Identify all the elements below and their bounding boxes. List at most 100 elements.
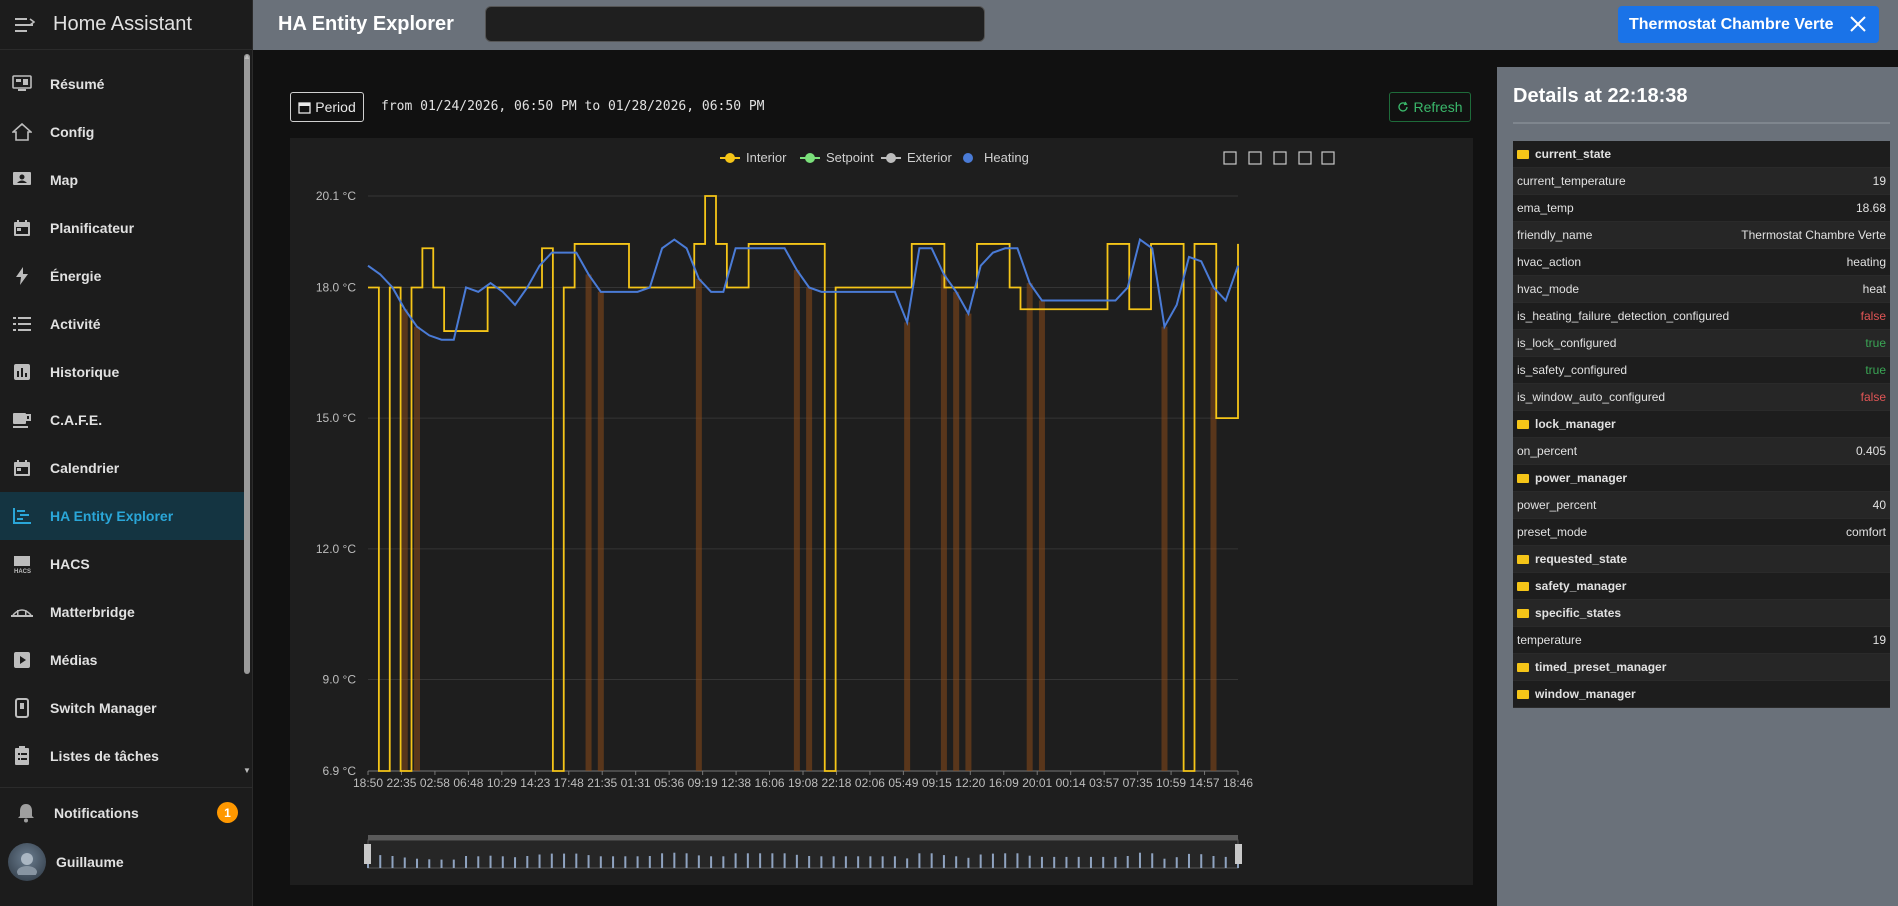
play-box-icon <box>10 648 34 672</box>
zoom-preview-bar <box>710 856 713 868</box>
sidebar-item-hacs[interactable]: HACS HACS <box>0 540 245 588</box>
data-view-icon[interactable] <box>1321 151 1335 165</box>
folder-row[interactable]: current_state <box>1513 141 1890 168</box>
zoom-preview-bar <box>1040 856 1043 868</box>
sidebar-item-map[interactable]: Map <box>0 156 245 204</box>
folder-row[interactable]: window_manager <box>1513 681 1890 708</box>
attribute-key: window_manager <box>1517 687 1636 701</box>
y-tick-label: 9.0 °C <box>323 673 357 687</box>
user-name: Guillaume <box>56 854 124 870</box>
y-tick-label: 20.1 °C <box>316 189 356 203</box>
zoom-preview-bar <box>734 853 737 868</box>
sidebar-item-user[interactable]: Guillaume <box>0 838 253 886</box>
attribute-value: false <box>1860 390 1886 404</box>
zoom-preview-bar <box>452 859 455 868</box>
sidebar-item-calendrier[interactable]: Calendrier <box>0 444 245 492</box>
folder-icon <box>1517 473 1529 483</box>
heating-bar <box>1026 283 1033 771</box>
list-icon <box>10 312 34 336</box>
legend-label: Setpoint <box>826 150 874 165</box>
top-bar: HA Entity Explorer Thermostat Chambre Ve… <box>253 0 1898 50</box>
sidebar-item-planificateur[interactable]: Planificateur <box>0 204 245 252</box>
refresh-button[interactable]: Refresh <box>1389 92 1471 122</box>
attribute-key: friendly_name <box>1517 228 1592 242</box>
zoom-icon[interactable] <box>1223 151 1237 165</box>
attribute-key: is_safety_configured <box>1517 363 1627 377</box>
sidebar-item-activit[interactable]: Activité <box>0 300 245 348</box>
history-chart[interactable]: 20.1 °C 18.0 °C 15.0 °C 12.0 °C 9.0 °C 6.9 °C… <box>290 138 1473 885</box>
attribute-key-text: timed_preset_manager <box>1535 660 1667 674</box>
sidebar-item-label: C.A.F.E. <box>50 412 103 428</box>
sidebar-item-nergie[interactable]: Énergie <box>0 252 245 300</box>
zoom-preview-bar <box>599 856 602 868</box>
sidebar-item-ha-entity-explorer[interactable]: HA Entity Explorer <box>0 492 245 540</box>
page-title: HA Entity Explorer <box>278 13 454 35</box>
restore-icon[interactable] <box>1273 151 1287 165</box>
attribute-row: is_window_auto_configured false <box>1513 384 1890 411</box>
sidebar-item-matterbridge[interactable]: Matterbridge <box>0 588 245 636</box>
attribute-key-text: is_lock_configured <box>1517 336 1617 350</box>
close-icon[interactable] <box>1847 13 1869 35</box>
sidebar-item-listes-de-t-ches[interactable]: Listes de tâches <box>0 732 245 780</box>
x-tick-label: 18:50 <box>353 776 383 790</box>
zoom-preview-bar <box>477 856 480 868</box>
sidebar-item-c-a-f-e[interactable]: C.A.F.E. <box>0 396 245 444</box>
attribute-key: hvac_mode <box>1517 282 1579 296</box>
sidebar-item-r-sum[interactable]: Résumé <box>0 60 245 108</box>
zoom-preview-bar <box>391 856 394 868</box>
attribute-value: true <box>1865 336 1886 350</box>
folder-row[interactable]: requested_state <box>1513 546 1890 573</box>
sidebar-nav: Résumé Config Map Planificateur Énergie Activ… <box>0 60 245 780</box>
zoom-preview-bar <box>685 853 688 868</box>
attribute-key-text: window_manager <box>1535 687 1636 701</box>
sidebar-item-config[interactable]: Config <box>0 108 245 156</box>
zoom-preview-bar <box>857 856 860 868</box>
sidebar-item-label: Config <box>50 124 95 140</box>
period-button[interactable]: Period <box>290 92 364 122</box>
attribute-row: on_percent 0.405 <box>1513 438 1890 465</box>
sidebar-item-switch-manager[interactable]: Switch Manager <box>0 684 245 732</box>
attribute-value: true <box>1865 363 1886 377</box>
scroll-up-icon[interactable]: ▲ <box>243 52 251 61</box>
entity-search-input[interactable] <box>485 6 985 42</box>
selected-entity-chip[interactable]: Thermostat Chambre Verte <box>1618 6 1879 43</box>
zoom-preview-bar <box>489 855 492 868</box>
coffee-icon <box>10 408 34 432</box>
scroll-down-icon[interactable]: ▼ <box>243 766 251 775</box>
zoom-reset-icon[interactable] <box>1248 151 1262 165</box>
sidebar-item-m-dias[interactable]: Médias <box>0 636 245 684</box>
folder-row[interactable]: lock_manager <box>1513 411 1890 438</box>
zoom-preview-bar <box>783 853 786 868</box>
zoom-preview-bar <box>1004 853 1007 868</box>
zoom-preview-bar <box>1200 854 1203 868</box>
folder-icon <box>1517 419 1529 429</box>
selected-entity-label: Thermostat Chambre Verte <box>1629 15 1834 33</box>
sidebar-scrollbar[interactable] <box>244 54 250 674</box>
zoom-handle-left[interactable] <box>364 844 371 864</box>
zoom-preview-bar <box>1065 856 1068 868</box>
attribute-row: hvac_mode heat <box>1513 276 1890 303</box>
heating-bar <box>1038 300 1045 771</box>
x-tick-label: 14:57 <box>1190 776 1220 790</box>
zoom-preview-bar <box>526 856 529 868</box>
zoom-preview-bar <box>1224 856 1227 868</box>
x-tick-label: 09:19 <box>688 776 718 790</box>
x-tick-label: 21:35 <box>587 776 617 790</box>
heating-bar <box>940 274 947 771</box>
folder-row[interactable]: specific_states <box>1513 600 1890 627</box>
period-label: Period <box>315 99 356 115</box>
folder-icon <box>1517 581 1529 591</box>
menu-icon[interactable] <box>0 0 50 50</box>
attribute-key: specific_states <box>1517 606 1621 620</box>
download-icon[interactable] <box>1298 151 1312 165</box>
folder-row[interactable]: power_manager <box>1513 465 1890 492</box>
attribute-row: current_temperature 19 <box>1513 168 1890 195</box>
zoom-preview-bar <box>624 856 627 868</box>
y-tick-label: 18.0 °C <box>316 280 356 294</box>
sidebar-item-historique[interactable]: Historique <box>0 348 245 396</box>
folder-row[interactable]: timed_preset_manager <box>1513 654 1890 681</box>
zoom-handle-right[interactable] <box>1235 844 1242 864</box>
folder-row[interactable]: safety_manager <box>1513 573 1890 600</box>
sidebar-item-notifications[interactable]: Notifications 1 <box>0 788 253 838</box>
zoom-slider[interactable] <box>367 839 1239 869</box>
